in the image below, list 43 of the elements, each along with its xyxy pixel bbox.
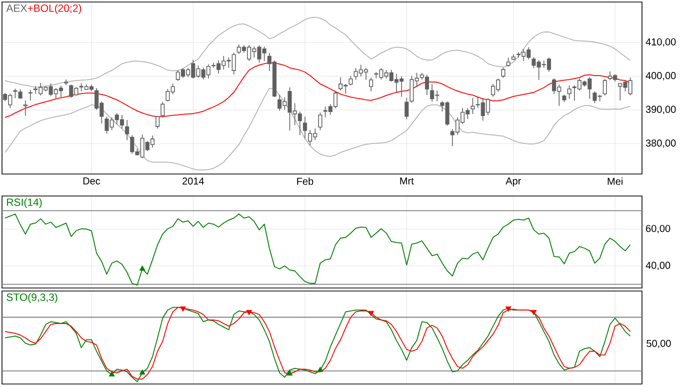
candlestick bbox=[501, 67, 506, 78]
point bbox=[505, 306, 512, 312]
point bbox=[108, 371, 115, 376]
candlestick bbox=[404, 97, 409, 120]
text: AEX bbox=[6, 4, 27, 12]
y-tick-label: 40,00 bbox=[646, 262, 670, 270]
y-tick-label: 390,00 bbox=[646, 106, 676, 114]
candlestick bbox=[160, 101, 165, 118]
candlestick bbox=[369, 77, 374, 92]
point bbox=[139, 369, 146, 375]
x-tick-label: Mei bbox=[608, 178, 622, 185]
point bbox=[530, 310, 537, 316]
candlestick bbox=[23, 100, 28, 116]
candlestick bbox=[302, 116, 308, 139]
series-label: STO(9,3,3) bbox=[6, 293, 58, 303]
candlestick bbox=[125, 120, 130, 141]
point bbox=[286, 370, 293, 376]
candlestick bbox=[156, 116, 160, 129]
line-series bbox=[4, 214, 631, 286]
candlestick bbox=[506, 57, 510, 68]
series-label: RSI(14) bbox=[7, 198, 42, 208]
x-tick-label: 2014 bbox=[182, 178, 204, 185]
x-tick-label: Mrt bbox=[400, 178, 414, 184]
y-tick-label: 410,00 bbox=[646, 38, 676, 47]
x-tick-label: Dec bbox=[83, 178, 100, 184]
text: 50,00 bbox=[646, 340, 671, 348]
candlestick bbox=[567, 84, 572, 100]
candlestick bbox=[348, 75, 353, 86]
point bbox=[317, 366, 324, 372]
point bbox=[246, 310, 252, 316]
y-tick-label: 400,00 bbox=[646, 72, 676, 80]
y-tick-label: 60,00 bbox=[646, 224, 670, 234]
y-tick-label: 380,00 bbox=[646, 140, 676, 148]
candlestick bbox=[64, 79, 68, 86]
point bbox=[180, 306, 186, 312]
candlestick bbox=[470, 97, 475, 114]
x-tick-label: Feb bbox=[297, 178, 314, 185]
text: +BOL(20;2) bbox=[28, 4, 82, 14]
candlestick bbox=[602, 78, 607, 96]
x-tick-label: Apr bbox=[506, 178, 522, 186]
candlestick bbox=[28, 89, 33, 101]
point bbox=[368, 310, 374, 316]
candlestick bbox=[318, 112, 322, 131]
